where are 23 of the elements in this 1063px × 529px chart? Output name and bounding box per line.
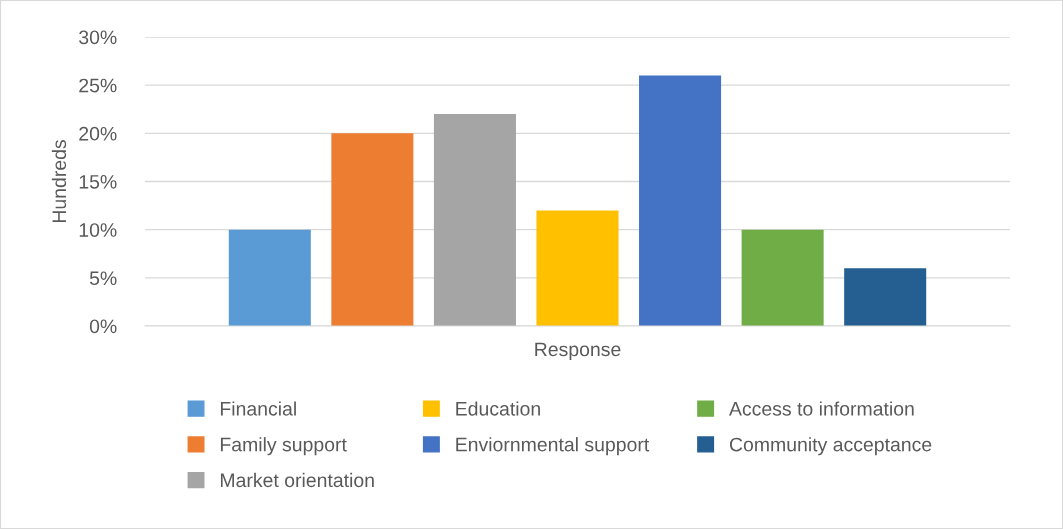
y-tick-label: 15% [79, 175, 117, 189]
legend-label: Access to information [729, 401, 914, 416]
y-tick-label: 5% [89, 271, 117, 286]
legend-label: Community acceptance [729, 437, 932, 456]
x-axis-title: Response [535, 342, 621, 361]
legend-label: Enviornmental support [456, 437, 650, 456]
legend-label: Financial [220, 401, 296, 416]
y-tick-label: 30% [79, 30, 117, 45]
legend-label: Family support [220, 437, 347, 456]
y-tick-label: 10% [79, 223, 117, 237]
bar [639, 75, 722, 326]
bar [433, 114, 516, 326]
legend-label: Market orientation [220, 472, 374, 488]
bar [536, 210, 619, 326]
bar [844, 268, 927, 326]
bar [331, 133, 414, 326]
y-axis-title: Hundreds [51, 140, 67, 223]
y-tick-label: 0% [89, 319, 117, 334]
bar [228, 229, 311, 326]
y-tick-label: 25% [79, 78, 117, 93]
bar [741, 229, 824, 326]
legend-label: Education [456, 401, 540, 416]
y-tick-label: 20% [79, 126, 117, 141]
